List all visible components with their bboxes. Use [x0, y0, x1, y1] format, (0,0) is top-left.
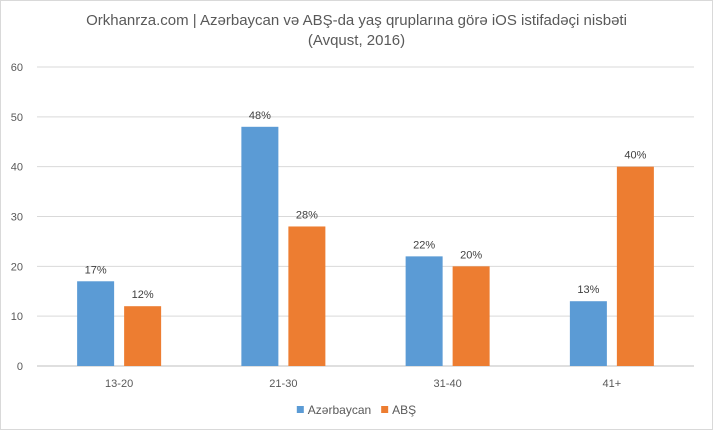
x-tick-label: 41+	[603, 378, 622, 390]
data-label: 48%	[249, 110, 271, 122]
legend-item: Azərbaycan	[296, 403, 371, 417]
data-label: 13%	[577, 284, 599, 296]
data-label: 12%	[132, 289, 154, 301]
data-labels: 17% 12% 48% 28% 22% 20% 13% 40%	[85, 110, 647, 301]
y-tick-label: 50	[11, 112, 23, 124]
y-axis-ticks: 0 10 20 30 40 50 60	[11, 62, 23, 373]
y-tick-label: 0	[17, 361, 23, 373]
chart-title-line1: Orkhanrza.com | Azərbaycan və ABŞ-da yaş…	[86, 12, 627, 29]
data-label: 17%	[85, 264, 107, 276]
legend-label: ABŞ	[392, 403, 416, 417]
x-tick-label: 21-30	[269, 378, 297, 390]
y-tick-label: 40	[11, 162, 23, 174]
chart-title: Orkhanrza.com | Azərbaycan və ABŞ-da yaş…	[1, 11, 712, 51]
legend-swatch	[296, 406, 304, 413]
data-label: 28%	[296, 209, 318, 221]
y-tick-label: 20	[11, 261, 23, 273]
x-axis-ticks: 13-20 21-30 31-40 41+	[105, 378, 621, 390]
legend-swatch	[381, 406, 389, 413]
y-tick-label: 10	[11, 311, 23, 323]
bar-Azərbaycan-41+	[569, 301, 607, 366]
data-label: 22%	[413, 239, 435, 251]
bar-Azərbaycan-21-30	[241, 126, 279, 366]
x-tick-label: 13-20	[105, 378, 133, 390]
bar-ABŞ-31-40	[452, 266, 490, 366]
legend-label: Azərbaycan	[308, 403, 371, 417]
bar-ABŞ-21-30	[288, 226, 326, 366]
bar-Azərbaycan-13-20	[77, 281, 115, 366]
data-label: 40%	[624, 150, 646, 162]
y-tick-label: 30	[11, 212, 23, 224]
bar-ABŞ-41+	[616, 166, 654, 366]
y-tick-label: 60	[11, 62, 23, 74]
bar-ABŞ-13-20	[124, 306, 162, 366]
bar-Azərbaycan-31-40	[405, 256, 443, 366]
chart-title-line2: (Avqust, 2016)	[307, 32, 406, 49]
data-label: 20%	[460, 249, 482, 261]
legend: Azərbaycan ABŞ	[296, 403, 416, 417]
legend-item: ABŞ	[381, 403, 416, 417]
x-tick-label: 31-40	[434, 378, 462, 390]
bars	[77, 126, 654, 366]
